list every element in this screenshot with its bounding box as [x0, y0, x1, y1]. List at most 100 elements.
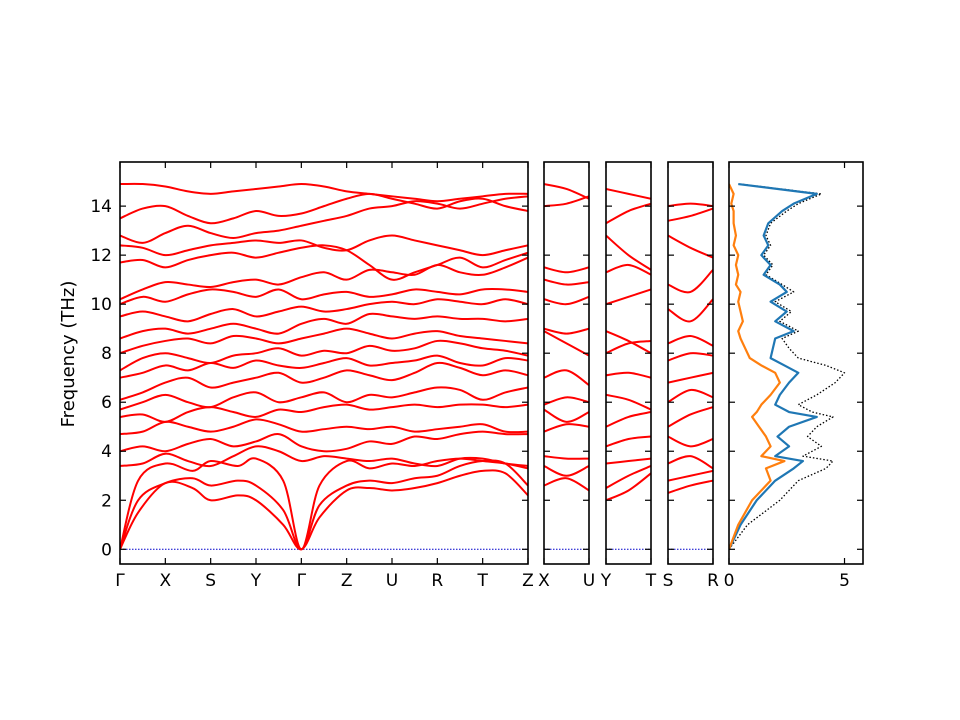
- phonon-band-9: [668, 335, 713, 347]
- x-tick-label: S: [663, 571, 674, 591]
- y-tick-label: 10: [90, 295, 112, 315]
- phonon-band-2: [544, 465, 589, 477]
- phonon-band-4: [544, 423, 589, 433]
- x-tick-label: S: [205, 571, 216, 591]
- phonon-band-11: [606, 263, 651, 276]
- phonon-band-21: [120, 182, 528, 203]
- dos-x-tick-label: 0: [724, 571, 735, 591]
- phonon-band-1: [606, 472, 651, 502]
- phonon-band-3: [120, 457, 528, 551]
- band-panel-main: Γ X S Y Γ Z U R T Z 0 2 4 6 8 10 12 14: [90, 161, 534, 591]
- phonon-band-2: [606, 465, 651, 489]
- dos-curves: [729, 182, 846, 550]
- phonon-band-8: [120, 386, 528, 411]
- x-tick-label: R: [707, 571, 719, 591]
- phonon-band-5: [668, 406, 713, 428]
- phonon-band-8: [544, 330, 589, 357]
- phonon-band-4: [606, 435, 651, 448]
- x-tick-label: Γ: [297, 571, 307, 591]
- bands: [120, 182, 528, 551]
- phonon-band-13: [544, 195, 589, 208]
- phonon-band-10: [668, 298, 713, 323]
- y-axis-label: Frequency (THz): [58, 281, 79, 428]
- phonon-band-10: [544, 295, 589, 306]
- phonon-band-14: [668, 202, 713, 208]
- phonon-band-6: [544, 396, 589, 406]
- phonon-band-14: [120, 298, 528, 323]
- phonon-band-7: [120, 403, 528, 423]
- phonon-band-6: [606, 393, 651, 411]
- phonon-band-3: [668, 455, 713, 470]
- phonon-band-8: [668, 352, 713, 362]
- dos-curve-2: [729, 182, 818, 550]
- dos-frame: [728, 161, 864, 565]
- phonon-band-3: [606, 457, 651, 465]
- x-tick-label: T: [476, 571, 488, 591]
- phonon-band-13: [606, 202, 651, 225]
- x-tick-label: R: [431, 571, 443, 591]
- x-tick-label: Γ: [115, 571, 125, 591]
- phonon-band-7: [668, 371, 713, 384]
- phonon-band-10: [120, 354, 528, 379]
- y-tick-label: 8: [101, 344, 112, 364]
- phonon-band-15: [120, 287, 528, 306]
- bands: [544, 183, 589, 550]
- phonon-band-19: [120, 195, 528, 244]
- x-tick-label: T: [645, 571, 657, 591]
- phonon-band-14: [544, 183, 589, 200]
- phonon-band-5: [606, 411, 651, 428]
- bands: [668, 202, 713, 550]
- x-tick-label: U: [583, 571, 595, 591]
- panel-frame: [605, 161, 652, 565]
- phonon-band-11: [120, 339, 528, 372]
- y-tick-label: 0: [101, 540, 112, 560]
- phonon-band-8: [606, 339, 651, 355]
- phonon-band-14: [606, 187, 651, 200]
- phonon-band-6: [668, 388, 713, 404]
- phonon-band-7: [606, 371, 651, 379]
- phonon-band-3: [544, 455, 589, 460]
- phonon-band-7: [544, 369, 589, 386]
- phonon-band-12: [668, 234, 713, 259]
- y-tick-label: 14: [90, 197, 112, 217]
- phonon-band-5: [544, 408, 589, 423]
- dos-x-tick-label: 5: [839, 571, 850, 591]
- phonon-band-12: [606, 234, 651, 271]
- phonon-band-10: [606, 288, 651, 306]
- phonon-band-4: [668, 435, 713, 448]
- phonon-band-20: [120, 192, 528, 225]
- panel-frame: [543, 161, 590, 565]
- phonon-band-2: [120, 459, 528, 551]
- phonon-band-16: [120, 256, 528, 301]
- phonon-band-9: [544, 327, 589, 335]
- phonon-band-13: [668, 207, 713, 222]
- phonon-band-2: [668, 469, 713, 482]
- x-tick-label: Y: [250, 571, 262, 591]
- phonon-band-12: [544, 266, 589, 274]
- x-tick-label: U: [386, 571, 398, 591]
- phonon-band-9: [120, 361, 528, 401]
- phonon-band-18: [120, 234, 528, 257]
- dos-curve-3: [729, 183, 786, 550]
- phonon-band-17: [120, 244, 528, 281]
- phonon-band-1: [544, 477, 589, 492]
- phonon-band-6: [120, 418, 528, 436]
- phonon-band-11: [668, 269, 713, 294]
- y-tick-label: 4: [101, 442, 112, 462]
- phonon-band-11: [544, 278, 589, 286]
- x-tick-label: Z: [522, 571, 534, 591]
- phonon-band-13: [120, 312, 528, 340]
- phonon-band-9: [606, 330, 651, 355]
- panel-frame: [119, 161, 529, 565]
- phonon-band-5: [120, 430, 528, 453]
- x-tick-label: Z: [341, 571, 353, 591]
- panel-frame: [667, 161, 714, 565]
- y-tick-label: 12: [90, 246, 112, 266]
- x-tick-label: Y: [600, 571, 612, 591]
- y-tick-label: 2: [101, 491, 112, 511]
